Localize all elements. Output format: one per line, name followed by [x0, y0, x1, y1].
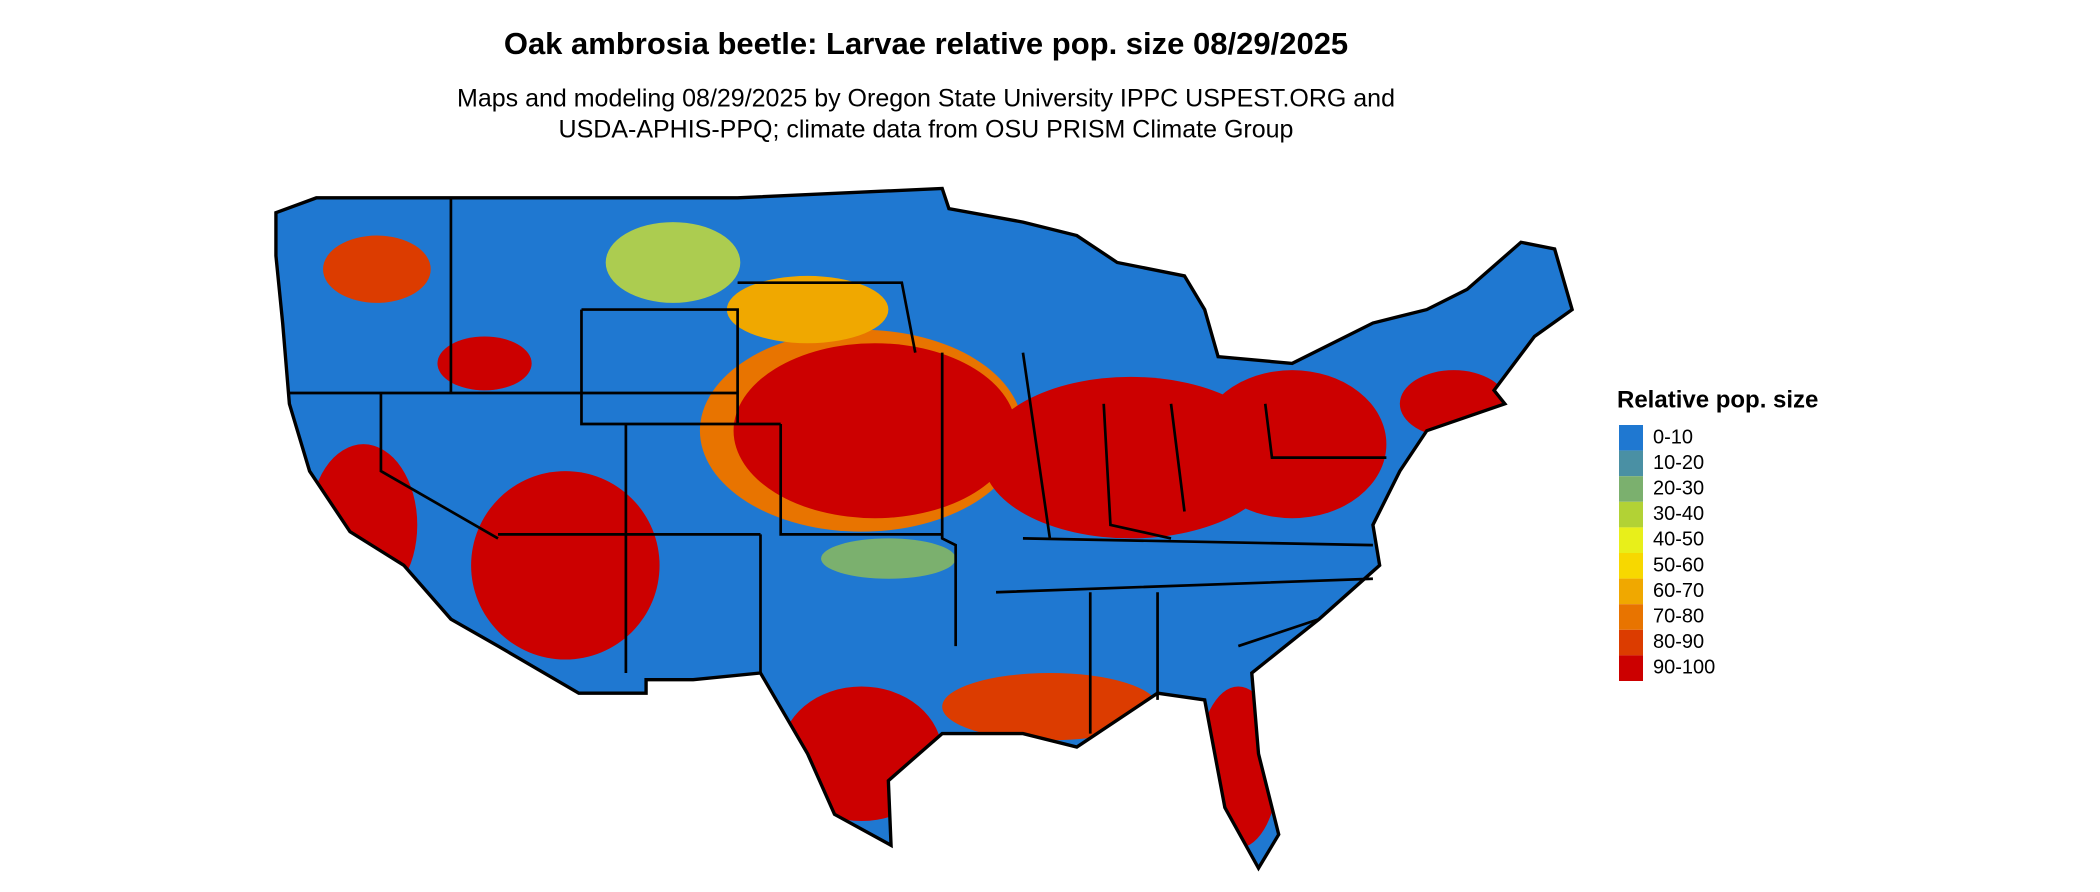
subtitle-line: Maps and modeling 08/29/2025 by Oregon S…	[457, 85, 1395, 113]
legend-label: 20-30	[1653, 477, 1704, 499]
title: Oak ambrosia beetle: Larvae relative pop…	[504, 26, 1348, 61]
legend-swatch	[1619, 501, 1643, 528]
legend-swatch	[1619, 527, 1643, 553]
legend-label: 50-60	[1653, 554, 1704, 576]
legend-label: 60-70	[1653, 580, 1704, 602]
legend-label: 90-100	[1653, 657, 1715, 679]
legend-label: 70-80	[1653, 605, 1704, 627]
subtitle-line: USDA-APHIS-PPQ; climate data from OSU PR…	[559, 116, 1294, 144]
legend-swatch	[1619, 553, 1643, 579]
legend-swatch	[1619, 476, 1643, 502]
legend-label: 10-20	[1653, 452, 1704, 474]
legend-label: 40-50	[1653, 529, 1704, 551]
legend-swatch	[1619, 450, 1643, 477]
legend-label: 80-90	[1653, 631, 1704, 653]
legend-label: 30-40	[1653, 503, 1704, 525]
legend-swatch	[1619, 578, 1643, 605]
legend-label: 0-10	[1653, 426, 1693, 448]
legend-swatch	[1619, 629, 1643, 656]
legend-title: Relative pop. size	[1617, 386, 1818, 413]
state-borders	[289, 197, 1387, 734]
legend-swatch	[1619, 425, 1643, 451]
us-map	[274, 186, 1574, 870]
legend-swatch	[1619, 655, 1643, 681]
legend-swatch	[1619, 604, 1643, 630]
